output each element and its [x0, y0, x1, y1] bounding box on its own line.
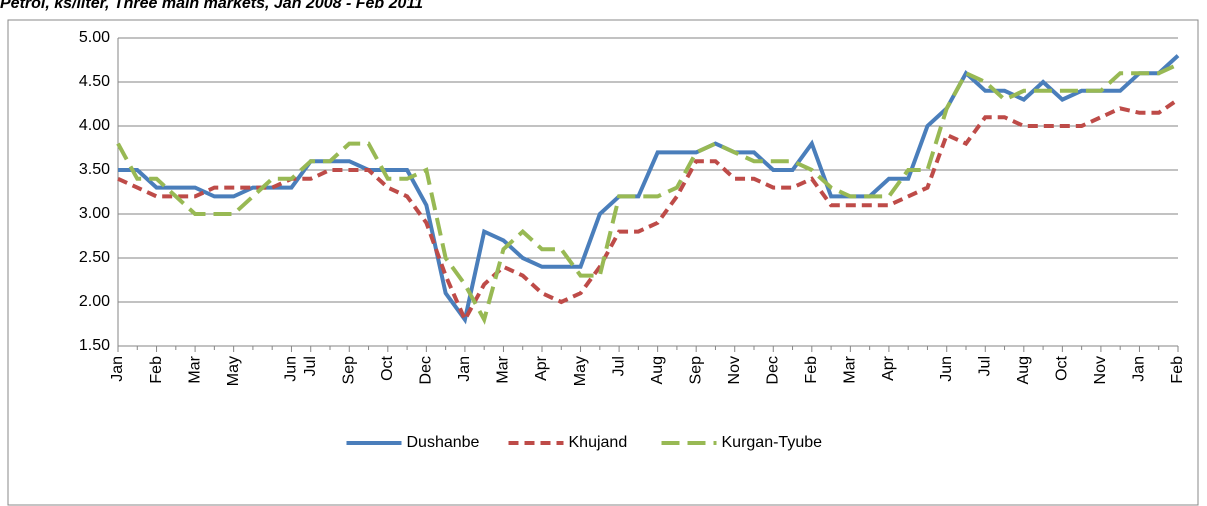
- x-tick-label: Jul: [302, 356, 319, 376]
- x-tick-label: Oct: [1054, 355, 1071, 380]
- x-tick-label: Oct: [379, 355, 396, 380]
- x-tick-label: Nov: [726, 356, 743, 384]
- legend-label: Dushanbe: [407, 434, 480, 451]
- x-tick-label: Jul: [610, 356, 627, 376]
- series-line: [117, 97, 1180, 325]
- y-tick-label: 2.00: [79, 293, 110, 310]
- y-tick-label: 4.50: [79, 73, 110, 90]
- y-tick-label: 3.50: [79, 161, 110, 178]
- x-tick-label: Apr: [533, 355, 550, 381]
- y-tick-label: 1.50: [79, 337, 110, 354]
- x-tick-label: Apr: [880, 355, 897, 381]
- x-tick-label: Feb: [1169, 356, 1186, 384]
- legend-label: Khujand: [569, 434, 628, 451]
- x-tick-label: May: [572, 356, 589, 386]
- series-line: [118, 54, 1180, 325]
- x-tick-label: Jul: [976, 356, 993, 376]
- x-tick-label: Sep: [340, 356, 357, 385]
- legend-label: Kurgan-Tyube: [722, 434, 823, 451]
- y-tick-label: 4.00: [79, 117, 110, 134]
- x-tick-label: Jan: [456, 356, 473, 382]
- x-tick-label: Mar: [842, 355, 859, 383]
- x-tick-label: Mar: [186, 355, 203, 383]
- x-tick-label: Dec: [418, 356, 435, 384]
- y-tick-label: 3.00: [79, 205, 110, 222]
- x-tick-label: Jun: [283, 356, 300, 382]
- x-tick-label: Feb: [803, 356, 820, 384]
- x-tick-label: Sep: [687, 356, 704, 385]
- x-tick-label: Dec: [764, 356, 781, 384]
- y-tick-label: 2.50: [79, 249, 110, 266]
- y-tick-label: 5.00: [79, 29, 110, 46]
- x-tick-label: Aug: [649, 356, 666, 384]
- series-line: [116, 62, 1179, 325]
- x-tick-label: Feb: [148, 356, 165, 384]
- x-tick-label: Mar: [495, 355, 512, 383]
- x-tick-label: Jun: [938, 356, 955, 382]
- chart-title: Petrol, ks/liter, Three main markets, Ja…: [0, 0, 423, 12]
- x-tick-label: Jan: [1131, 356, 1148, 382]
- x-tick-label: May: [225, 356, 242, 386]
- x-tick-label: Nov: [1092, 356, 1109, 384]
- x-tick-label: Aug: [1015, 356, 1032, 384]
- x-tick-label: Jan: [109, 356, 126, 382]
